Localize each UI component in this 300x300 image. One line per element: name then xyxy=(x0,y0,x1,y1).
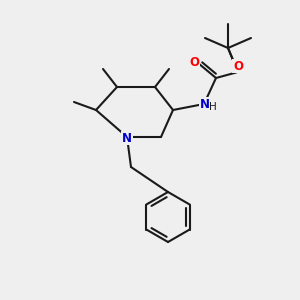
Text: O: O xyxy=(189,56,199,70)
Text: H: H xyxy=(209,102,217,112)
Text: N: N xyxy=(122,131,132,145)
Text: N: N xyxy=(200,98,210,110)
Text: O: O xyxy=(233,59,243,73)
